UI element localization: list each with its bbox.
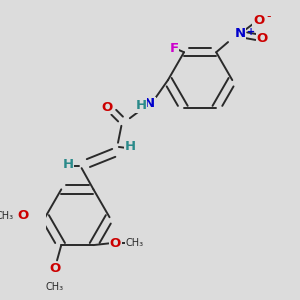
Text: O: O bbox=[101, 101, 112, 114]
Text: O: O bbox=[110, 237, 121, 250]
Text: H: H bbox=[125, 140, 136, 153]
Text: O: O bbox=[253, 14, 264, 27]
Text: CH₃: CH₃ bbox=[0, 211, 14, 220]
Text: -: - bbox=[266, 10, 271, 23]
Text: N: N bbox=[144, 97, 155, 110]
Text: +: + bbox=[247, 27, 255, 37]
Text: O: O bbox=[18, 209, 29, 222]
Text: H: H bbox=[135, 99, 146, 112]
Text: O: O bbox=[49, 262, 60, 275]
Text: H: H bbox=[62, 158, 74, 171]
Text: CH₃: CH₃ bbox=[45, 282, 64, 292]
Text: N: N bbox=[234, 27, 245, 40]
Text: F: F bbox=[169, 41, 178, 55]
Text: O: O bbox=[256, 32, 268, 45]
Text: CH₃: CH₃ bbox=[125, 238, 143, 248]
